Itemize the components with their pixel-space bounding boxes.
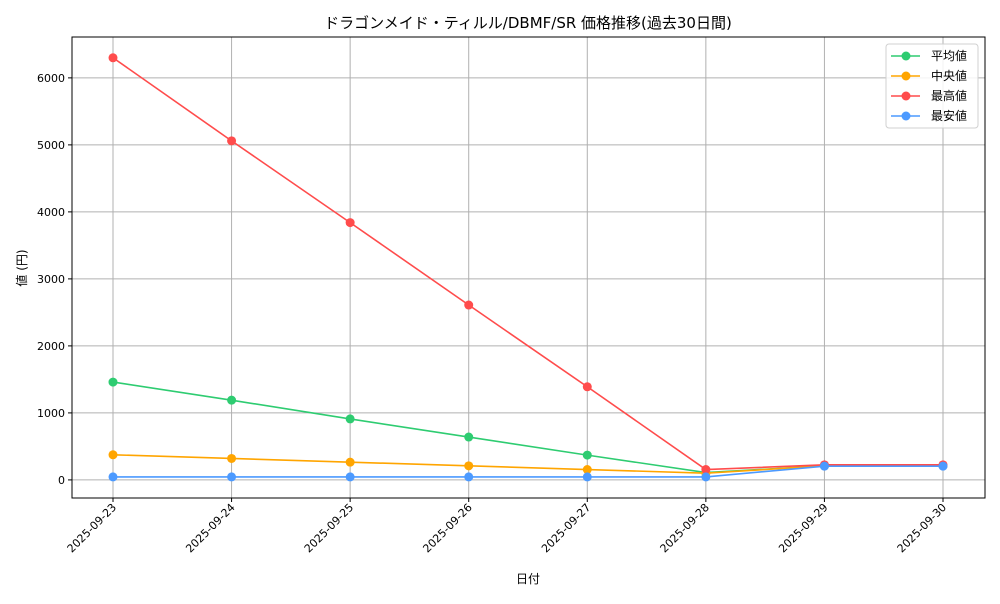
data-point — [345, 414, 355, 424]
x-tick-label: 2025-09-27 — [539, 501, 593, 555]
data-point — [227, 136, 237, 146]
data-point — [108, 377, 118, 387]
data-point — [108, 450, 118, 460]
chart-title: ドラゴンメイド・ティルル/DBMF/SR 価格推移(過去30日間) — [324, 14, 732, 32]
x-tick-label: 2025-09-23 — [65, 501, 119, 555]
data-point — [582, 472, 592, 482]
x-axis-label: 日付 — [516, 572, 540, 586]
legend-marker — [901, 51, 911, 61]
data-point — [464, 461, 474, 471]
y-tick-label: 1000 — [37, 407, 65, 420]
x-tick-label: 2025-09-25 — [302, 501, 356, 555]
legend-label: 中央値 — [931, 68, 967, 83]
series-line-1 — [112, 453, 943, 475]
x-tick-label: 2025-09-30 — [895, 501, 949, 555]
data-point — [582, 382, 592, 392]
y-axis-label: 値 (円) — [14, 249, 29, 286]
data-point — [227, 395, 237, 405]
series-line-3 — [113, 465, 943, 478]
data-point — [345, 457, 355, 467]
data-point — [464, 300, 474, 310]
plot-frame — [71, 36, 986, 499]
legend-box — [885, 43, 979, 129]
data-point — [701, 472, 711, 482]
grid — [72, 37, 985, 498]
series-lines — [108, 53, 948, 482]
data-point — [464, 432, 474, 442]
y-tick-label: 5000 — [37, 139, 65, 152]
x-tick-label: 2025-09-24 — [183, 501, 237, 555]
data-point — [701, 465, 711, 475]
y-tick-label: 0 — [58, 474, 65, 487]
y-tick-label: 6000 — [37, 72, 65, 85]
legend-marker — [901, 111, 911, 121]
y-tick-label: 2000 — [37, 340, 65, 353]
data-point — [582, 465, 592, 475]
series-line-2 — [112, 57, 943, 471]
y-tick-label: 4000 — [37, 206, 65, 219]
data-point — [108, 472, 118, 482]
data-point — [345, 472, 355, 482]
x-tick-label: 2025-09-26 — [420, 501, 474, 555]
y-axis: 0 1000 2000 3000 4000 5000 6000 — [37, 72, 72, 487]
data-point — [464, 472, 474, 482]
legend-label: 最安値 — [931, 108, 967, 123]
legend-label: 平均値 — [931, 48, 967, 63]
legend-marker — [901, 71, 911, 81]
data-point — [108, 53, 118, 63]
legend-label: 最高値 — [931, 88, 967, 103]
y-tick-label: 3000 — [37, 273, 65, 286]
data-point — [819, 461, 829, 471]
legend-marker — [901, 91, 911, 101]
data-point — [227, 453, 237, 463]
x-axis: 2025-09-23 2025-09-24 2025-09-25 2025-09-26… — [65, 498, 949, 555]
x-tick-label: 2025-09-28 — [658, 501, 712, 555]
data-point — [345, 218, 355, 228]
data-point — [938, 461, 948, 471]
x-tick-label: 2025-09-29 — [776, 501, 830, 555]
data-point — [227, 472, 237, 482]
data-point — [582, 450, 592, 460]
